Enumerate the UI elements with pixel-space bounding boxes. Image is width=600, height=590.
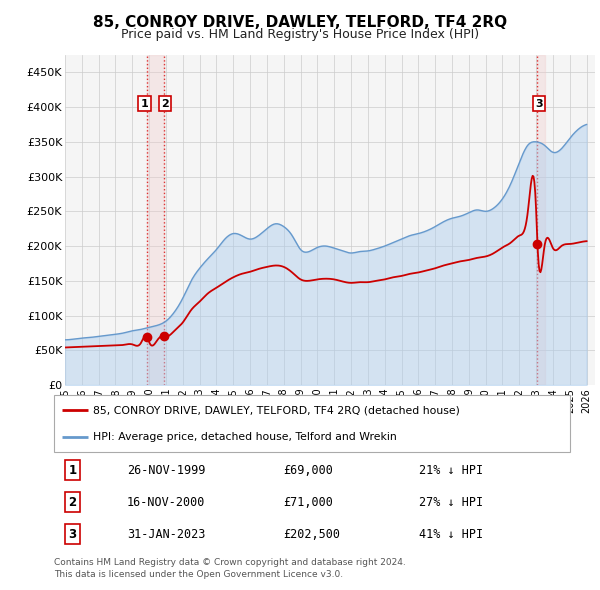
Text: £202,500: £202,500 [284, 527, 341, 540]
Text: 85, CONROY DRIVE, DAWLEY, TELFORD, TF4 2RQ: 85, CONROY DRIVE, DAWLEY, TELFORD, TF4 2… [93, 15, 507, 30]
Text: 21% ↓ HPI: 21% ↓ HPI [419, 464, 484, 477]
Bar [148, 55, 164, 385]
FancyBboxPatch shape [54, 395, 570, 452]
Bar [538, 55, 545, 385]
Text: HPI: Average price, detached house, Telford and Wrekin: HPI: Average price, detached house, Telf… [92, 432, 397, 441]
Text: 41% ↓ HPI: 41% ↓ HPI [419, 527, 484, 540]
Text: 31-JAN-2023: 31-JAN-2023 [127, 527, 205, 540]
Text: 26-NOV-1999: 26-NOV-1999 [127, 464, 205, 477]
Text: 2: 2 [161, 99, 169, 109]
Text: Price paid vs. HM Land Registry's House Price Index (HPI): Price paid vs. HM Land Registry's House … [121, 28, 479, 41]
Text: 3: 3 [68, 527, 76, 540]
Text: 16-NOV-2000: 16-NOV-2000 [127, 496, 205, 509]
Text: 2: 2 [68, 496, 76, 509]
Text: 1: 1 [68, 464, 76, 477]
Text: 1: 1 [140, 99, 148, 109]
Text: 3: 3 [535, 99, 542, 109]
Text: £69,000: £69,000 [284, 464, 334, 477]
Text: Contains HM Land Registry data © Crown copyright and database right 2024.
This d: Contains HM Land Registry data © Crown c… [54, 558, 406, 579]
Text: 27% ↓ HPI: 27% ↓ HPI [419, 496, 484, 509]
Text: 85, CONROY DRIVE, DAWLEY, TELFORD, TF4 2RQ (detached house): 85, CONROY DRIVE, DAWLEY, TELFORD, TF4 2… [92, 405, 460, 415]
Text: £71,000: £71,000 [284, 496, 334, 509]
